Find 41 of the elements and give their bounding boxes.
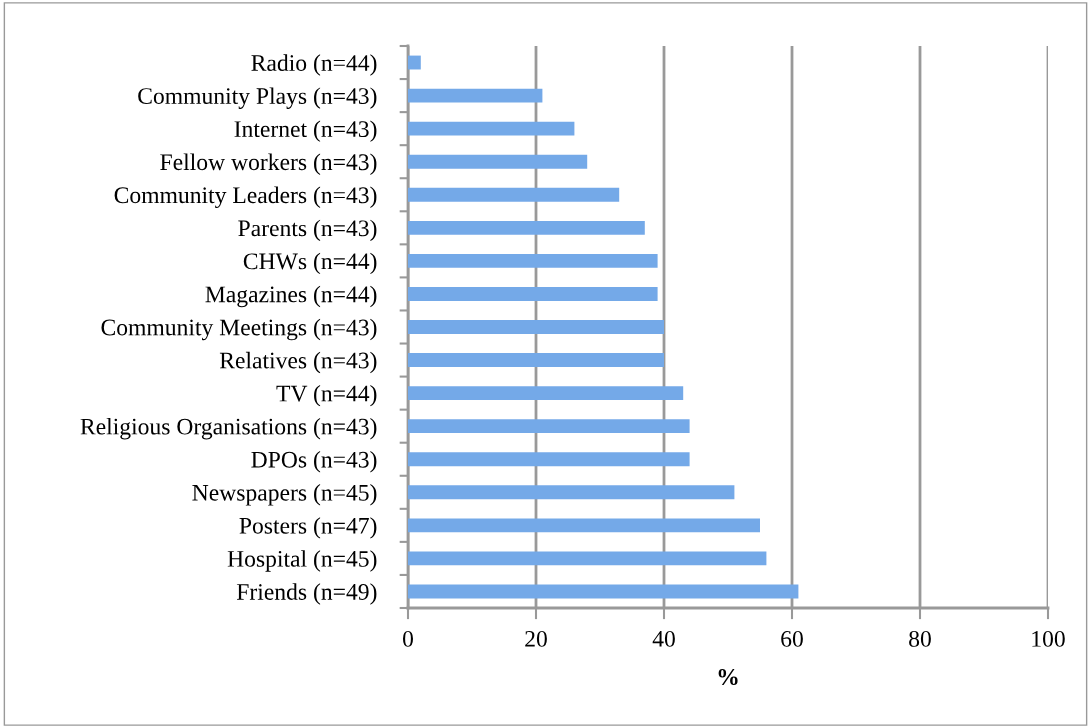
x-tick-label: 0	[403, 630, 413, 647]
bar	[408, 551, 767, 566]
y-tick-label: Magazines (n=44)	[205, 285, 377, 308]
bar	[408, 287, 658, 301]
y-tick-label: Friends (n=49)	[236, 583, 377, 605]
bar	[408, 419, 690, 434]
y-tick-label: Fellow workers (n=43)	[160, 153, 377, 175]
x-tick-label: 100	[1032, 630, 1065, 647]
y-tick-label: Internet (n=43)	[234, 120, 377, 142]
y-tick-label: Posters (n=47)	[239, 517, 377, 539]
bar	[408, 584, 799, 599]
y-tick-label: Parents (n=43)	[238, 219, 377, 242]
y-tick-label: Religious Organisations (n=43)	[80, 417, 377, 440]
x-tick-label: 40	[652, 630, 675, 647]
bar	[408, 220, 645, 235]
y-tick-label: Radio (n=44)	[251, 54, 377, 76]
x-tick-label: 20	[525, 630, 547, 647]
y-tick-label: DPOs (n=43)	[251, 451, 377, 473]
y-tick-label: CHWs (n=44)	[243, 252, 377, 275]
y-tick-label: Newspapers (n=45)	[192, 484, 377, 506]
y-tick-label: TV (n=44)	[276, 384, 377, 407]
bar	[408, 485, 735, 500]
x-tick-label: 80	[909, 630, 931, 647]
y-tick-label: Community Meetings (n=43)	[101, 318, 377, 341]
bar	[408, 452, 690, 467]
bar	[408, 154, 588, 169]
bar	[408, 55, 421, 70]
y-tick-label: Hospital (n=45)	[227, 550, 377, 572]
bar	[408, 187, 620, 202]
bar	[408, 88, 543, 103]
bar	[408, 121, 575, 136]
bar	[408, 518, 760, 533]
y-tick-label: Relatives (n=43)	[219, 351, 377, 374]
bar	[408, 320, 664, 334]
y-tick-label: Community Leaders (n=43)	[114, 186, 377, 209]
bar	[408, 253, 658, 268]
x-axis-title: %	[718, 668, 738, 685]
x-tick-label: 60	[781, 630, 803, 647]
bar	[408, 386, 684, 401]
y-tick-label: Community Plays (n=43)	[138, 87, 377, 109]
bar	[408, 353, 664, 367]
